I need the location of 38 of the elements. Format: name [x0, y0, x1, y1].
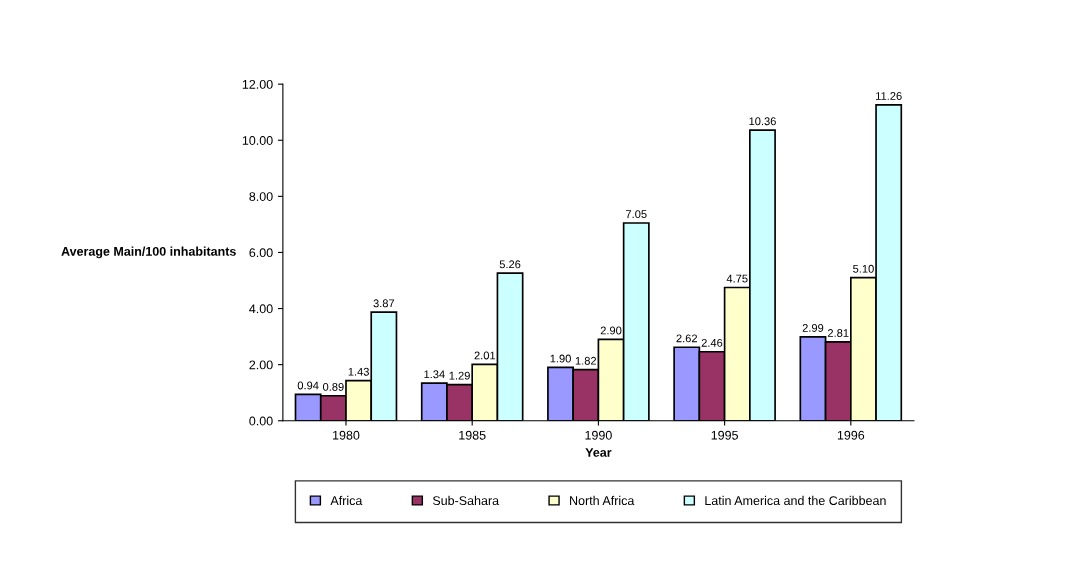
y-tick-label: 12.00 — [242, 79, 273, 89]
data-label: 5.26 — [499, 260, 521, 269]
x-tick-label: 1980 — [333, 430, 360, 440]
data-label: 4.75 — [726, 274, 748, 283]
data-label: 5.10 — [853, 264, 874, 273]
y-tick-label: 10.00 — [242, 136, 273, 145]
x-tick-label: 1985 — [459, 430, 486, 440]
legend-label: Africa — [330, 495, 363, 506]
legend-label: Sub-Sahara — [432, 495, 500, 506]
x-tick-label: 1996 — [837, 430, 865, 440]
data-label: 11.26 — [876, 92, 902, 100]
data-label: 1.82 — [575, 356, 597, 365]
y-tick-label: 8.00 — [249, 192, 273, 201]
data-label: 2.46 — [701, 338, 723, 347]
y-axis-title: Average Main/100 inhabitants — [61, 246, 236, 259]
y-tick-label: 4.00 — [249, 304, 273, 314]
data-label: 2.01 — [474, 351, 496, 360]
data-label: 7.05 — [626, 210, 647, 219]
data-label: 1.43 — [348, 367, 369, 376]
y-tick-label: 0.00 — [249, 416, 273, 426]
data-label: 10.36 — [749, 117, 776, 126]
data-label: 3.87 — [373, 299, 395, 308]
data-label: 2.62 — [676, 334, 697, 343]
data-label: 0.94 — [297, 381, 319, 390]
data-label: 1.90 — [550, 354, 571, 363]
data-label: 1.29 — [449, 371, 470, 380]
data-label: 0.89 — [322, 382, 344, 391]
x-axis-title: Year — [585, 448, 612, 457]
legend-label: North Africa — [570, 495, 635, 506]
data-label: 2.81 — [827, 329, 849, 337]
y-tick-label: 6.00 — [249, 248, 273, 258]
x-tick-label: 1990 — [585, 430, 612, 440]
x-tick-label: 1995 — [711, 430, 738, 440]
legend-label: Latin America and the Caribbean — [705, 495, 886, 506]
y-tick-label: 2.00 — [249, 360, 273, 370]
data-label: 1.34 — [424, 370, 445, 379]
data-label: 2.90 — [600, 326, 622, 335]
data-label: 2.99 — [802, 324, 824, 332]
